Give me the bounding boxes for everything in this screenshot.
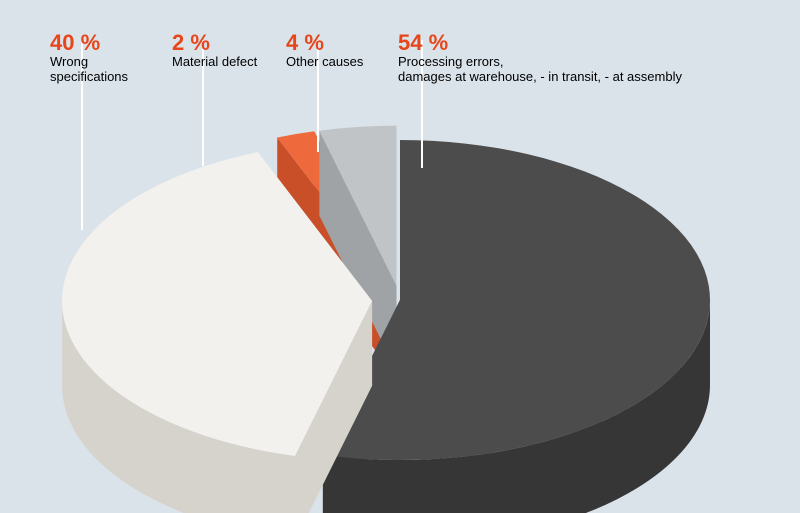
slice-desc2-wrong_spec: specifications <box>50 70 128 85</box>
slice-label-wrong_spec: 40 %Wrongspecifications <box>50 30 128 85</box>
slice-desc2-processing: damages at warehouse, - in transit, - at… <box>398 70 682 85</box>
slice-desc1-wrong_spec: Wrong <box>50 55 128 70</box>
slice-label-material_defect: 2 %Material defect <box>172 30 257 70</box>
slice-desc1-material_defect: Material defect <box>172 55 257 70</box>
pie-chart-canvas: 54 %Processing errors,damages at warehou… <box>0 0 800 513</box>
slice-label-processing: 54 %Processing errors,damages at warehou… <box>398 30 682 85</box>
slice-label-other: 4 %Other causes <box>286 30 363 70</box>
slice-pct-other: 4 % <box>286 30 363 55</box>
slice-pct-processing: 54 % <box>398 30 682 55</box>
slice-pct-material_defect: 2 % <box>172 30 257 55</box>
slice-desc1-other: Other causes <box>286 55 363 70</box>
slice-pct-wrong_spec: 40 % <box>50 30 128 55</box>
slice-desc1-processing: Processing errors, <box>398 55 682 70</box>
